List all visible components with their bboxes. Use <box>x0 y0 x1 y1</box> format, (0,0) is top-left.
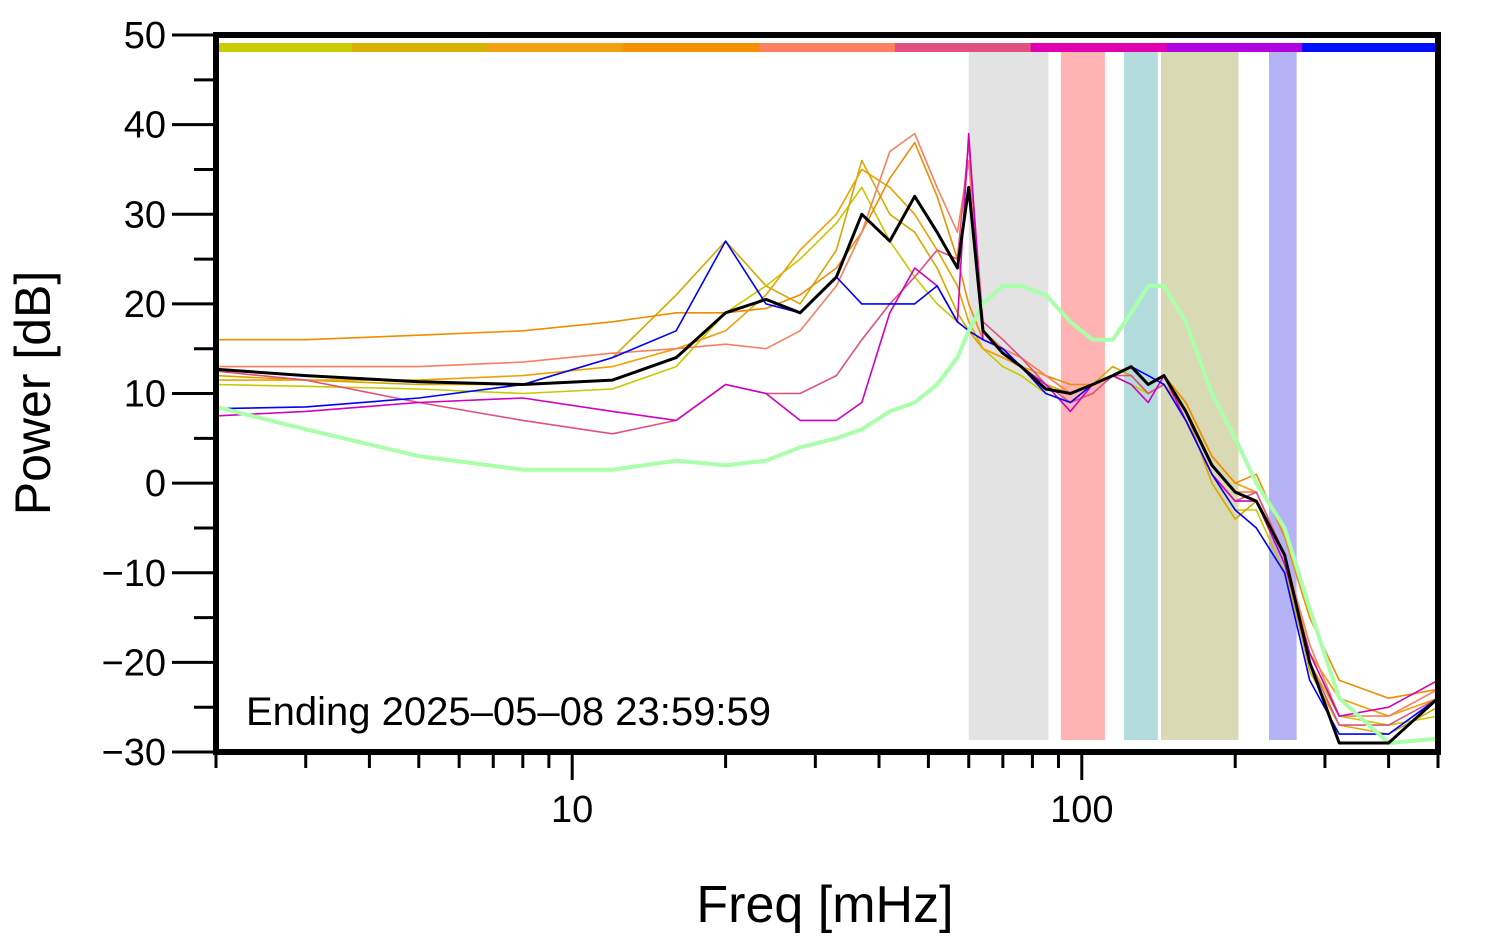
x-axis-label: Freq [mHz] <box>696 876 953 934</box>
color-bar-segment <box>1302 43 1439 52</box>
x-tick-label: 100 <box>1050 789 1113 831</box>
band <box>1269 52 1297 740</box>
series-line <box>215 132 1439 717</box>
annotation: Ending 2025–05–08 23:59:59 <box>246 690 771 734</box>
color-bar-segment <box>623 43 760 52</box>
series-line <box>215 141 1439 726</box>
series-line <box>215 240 1439 735</box>
series-line <box>215 159 1439 735</box>
y-tick-label: 40 <box>124 105 166 147</box>
y-tick-label: 0 <box>145 463 166 505</box>
series-line <box>216 132 1439 717</box>
color-bar-segment <box>759 43 896 52</box>
series-line <box>215 185 1440 745</box>
y-tick-label: −20 <box>102 642 166 684</box>
y-tick-label: −10 <box>102 553 166 595</box>
y-tick-label: 10 <box>124 374 166 416</box>
color-bar-segment <box>894 43 1032 52</box>
y-tick-label: 50 <box>124 15 166 57</box>
color-bar-segment <box>487 43 624 52</box>
color-bar-segment <box>1166 43 1303 52</box>
series-line <box>215 186 1439 726</box>
plot-frame <box>213 32 1441 755</box>
color-bar-segment <box>351 43 489 52</box>
y-tick-label: 20 <box>124 284 166 326</box>
color-bar-segment <box>1030 43 1167 52</box>
color-bar-segment <box>216 43 353 52</box>
series-line <box>215 283 1439 745</box>
band <box>968 52 1049 740</box>
x-tick-label: 10 <box>551 789 593 831</box>
y-tick-label: 30 <box>124 194 166 236</box>
series-line <box>216 168 1439 717</box>
y-axis-label: Power [dB] <box>5 271 61 516</box>
y-tick-label: −30 <box>102 732 166 774</box>
